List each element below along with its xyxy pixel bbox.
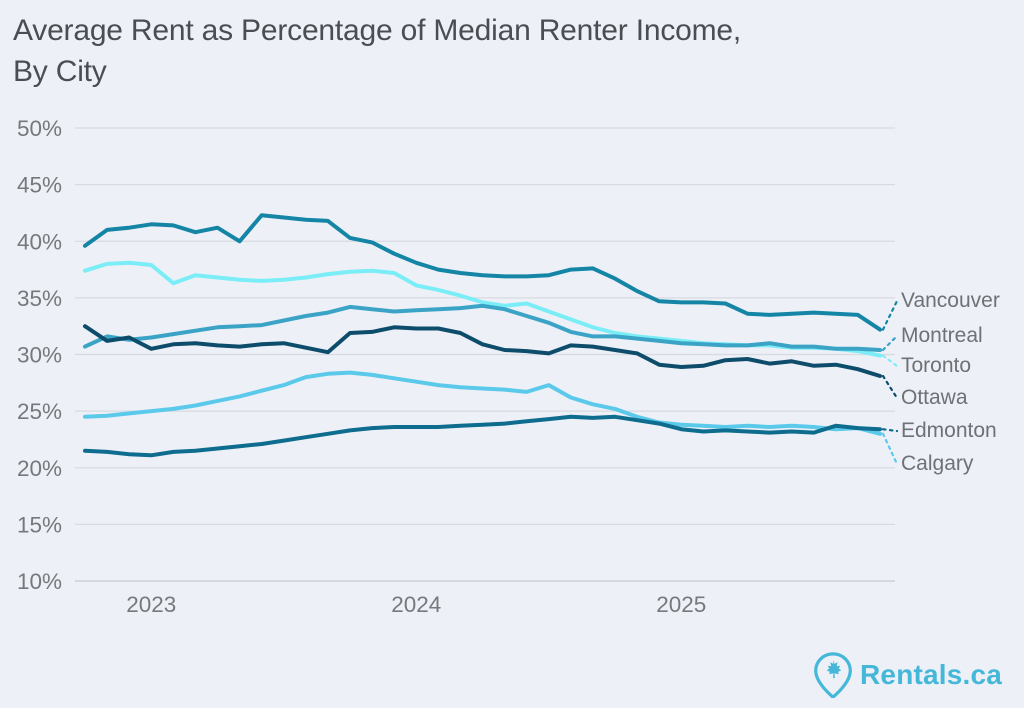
y-axis-tick: 40% (17, 229, 62, 254)
y-axis-tick: 25% (17, 399, 62, 424)
y-axis-tick: 10% (17, 569, 62, 594)
brand-name: Rentals.ca (860, 659, 1003, 690)
y-axis-tick: 35% (17, 286, 62, 311)
label-connector-toronto (881, 354, 899, 368)
chart-title: Average Rent as Percentage of Median Ren… (13, 10, 1003, 92)
label-connector-edmonton (881, 428, 899, 433)
series-line-edmonton (83, 414, 882, 458)
maple-leaf-pin-icon (814, 652, 852, 698)
series-label-vancouver: Vancouver (901, 289, 1000, 312)
series-label-edmonton: Edmonton (901, 419, 997, 442)
series-line-montreal (83, 303, 882, 352)
chart-title-line2: By City (13, 55, 107, 88)
y-axis-tick: 45% (17, 173, 62, 198)
label-connector-vancouver (881, 299, 899, 331)
brand-logo[interactable]: Rentals.ca (814, 652, 1002, 698)
x-axis-tick: 2023 (126, 592, 176, 617)
chart-title-line1: Average Rent as Percentage of Median Ren… (13, 14, 742, 47)
y-axis-tick: 20% (17, 456, 62, 481)
label-connector-calgary (881, 432, 899, 466)
series-line-ottawa (83, 324, 882, 378)
y-axis-tick: 50% (17, 116, 62, 141)
x-axis-tick: 2025 (656, 592, 706, 617)
series-line-vancouver (83, 213, 882, 332)
y-axis-tick: 30% (17, 343, 62, 368)
label-connector-montreal (881, 334, 899, 352)
series-label-toronto: Toronto (901, 354, 972, 377)
series-label-montreal: Montreal (901, 324, 983, 347)
series-label-ottawa: Ottawa (901, 386, 968, 409)
series-label-calgary: Calgary (901, 452, 974, 475)
series-line-calgary (83, 370, 882, 436)
label-connector-ottawa (881, 374, 899, 400)
x-axis-tick: 2024 (391, 592, 441, 617)
y-axis-tick: 15% (17, 512, 62, 537)
